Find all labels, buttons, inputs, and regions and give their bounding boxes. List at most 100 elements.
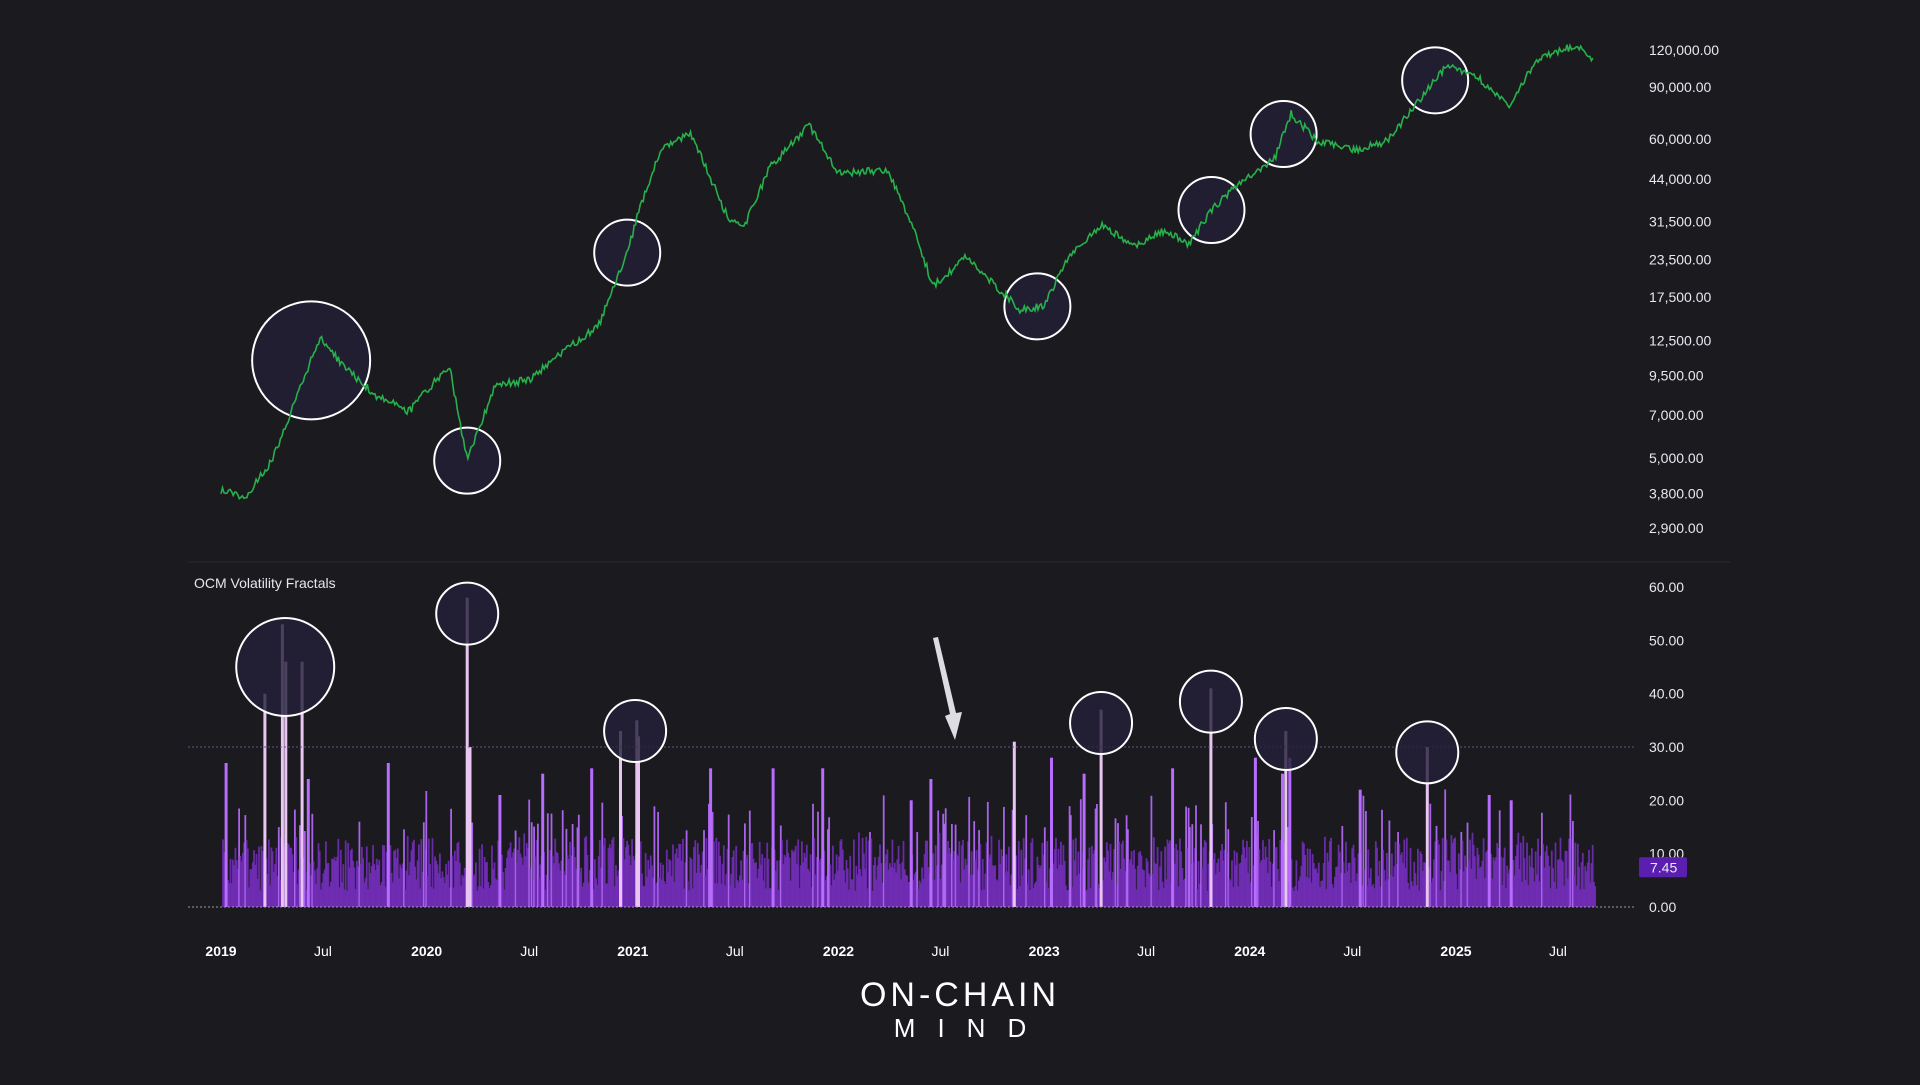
x-tick-label: Jul [1549,943,1567,959]
volatility-bar [867,840,870,907]
volatility-bar [1175,844,1178,907]
volatility-bar [431,838,434,907]
volatility-bar [913,873,916,907]
volatility-bar [1459,869,1461,907]
volatility-bar [964,858,967,907]
volatility-bar [613,886,616,907]
volatility-bar [882,795,885,907]
volatility-bar [586,855,589,907]
volatility-bar [529,868,532,907]
volatility-bar [784,856,787,907]
volatility-bar [1404,867,1407,907]
volatility-bar [560,860,563,907]
volatility-bar [595,878,597,907]
volatility-bar [429,863,431,907]
volatility-bar [1585,871,1588,907]
volatility-bar [700,864,703,907]
volatility-bar [1248,847,1251,907]
volatility-bar [872,865,875,907]
volatility-bar [363,882,366,907]
volatility-bar [633,860,636,907]
volatility-bar [612,836,615,907]
volatility-bar [1290,859,1293,907]
volatility-bar [1191,824,1194,907]
volatility-bar [843,870,845,907]
volatility-bar [943,823,946,907]
volatility-bar [400,867,403,907]
volatility-bar [1400,852,1403,907]
volatility-bar [688,890,690,907]
volatility-bar [1519,842,1522,907]
x-tick-label: 2019 [205,943,236,959]
volatility-bar [1363,869,1366,907]
volatility-bar [693,846,695,907]
volatility-bar [690,859,693,907]
volatility-bar [294,809,296,907]
volatility-bar [1322,863,1325,907]
volatility-bar [594,859,596,907]
volatility-bar [791,849,793,907]
volatility-bar [1055,837,1057,907]
volatility-bar [394,849,397,907]
volatility-bar [374,870,377,907]
volatility-bar [1089,888,1092,907]
volatility-bar [1133,850,1135,907]
volatility-bar [1005,854,1008,907]
volatility-bar [261,851,264,907]
volatility-bar [1533,881,1536,907]
volatility-bar [1367,849,1370,907]
volatility-bar [1040,865,1042,907]
volatility-bar [1123,858,1125,907]
volatility-bar [1118,841,1121,907]
volatility-bar [435,860,438,907]
volatility-bar [579,873,581,907]
volatility-bar [742,850,745,907]
volatility-bar [1158,890,1160,907]
volatility-spike [306,779,310,907]
volatility-bar [1586,862,1589,907]
volatility-bar [1296,890,1299,907]
volatility-bar [1342,862,1345,907]
volatility-bar [1320,881,1323,907]
volatility-bar [1301,841,1304,907]
volatility-bar [1223,849,1226,907]
volatility-bar [1074,837,1077,907]
volatility-bar [788,857,791,907]
volatility-bar [812,803,814,907]
volatility-bar [1565,850,1568,907]
price-highlight-circle [593,218,662,287]
volatility-bar [1398,843,1401,907]
volatility-bar [859,869,861,907]
volatility-bar [1434,841,1437,907]
x-tick-label: Jul [1137,943,1155,959]
volatility-bar [1179,838,1181,907]
volatility-bar [1017,841,1020,907]
volatility-bar [920,883,922,907]
volatility-bar [1373,888,1376,907]
volatility-spike [619,731,622,907]
volatility-bar [761,854,764,907]
volatility-bar [877,856,880,907]
volatility-bar [746,854,749,907]
volatility-bar [1056,868,1059,907]
volatility-bar [566,855,569,907]
volatility-bar [1550,850,1553,907]
volatility-spike [1284,731,1288,907]
volatility-bar [596,884,599,907]
volatility-bar [673,882,676,907]
volatility-bar [602,845,605,907]
volatility-bar [1076,875,1078,907]
volatility-bar [1423,862,1425,907]
volatility-bar [311,813,314,907]
volatility-bar [1174,863,1176,907]
volatility-bar [654,883,657,907]
volatility-bar [1020,849,1023,907]
volatility-bar [1094,808,1097,907]
volatility-bar [789,880,792,907]
volatility-bar [905,874,907,907]
volatility-bar [895,872,897,907]
volatility-bar [1492,857,1495,907]
volatility-bar [1387,879,1390,907]
volatility-bar [804,857,807,907]
volatility-bar [1372,884,1375,907]
